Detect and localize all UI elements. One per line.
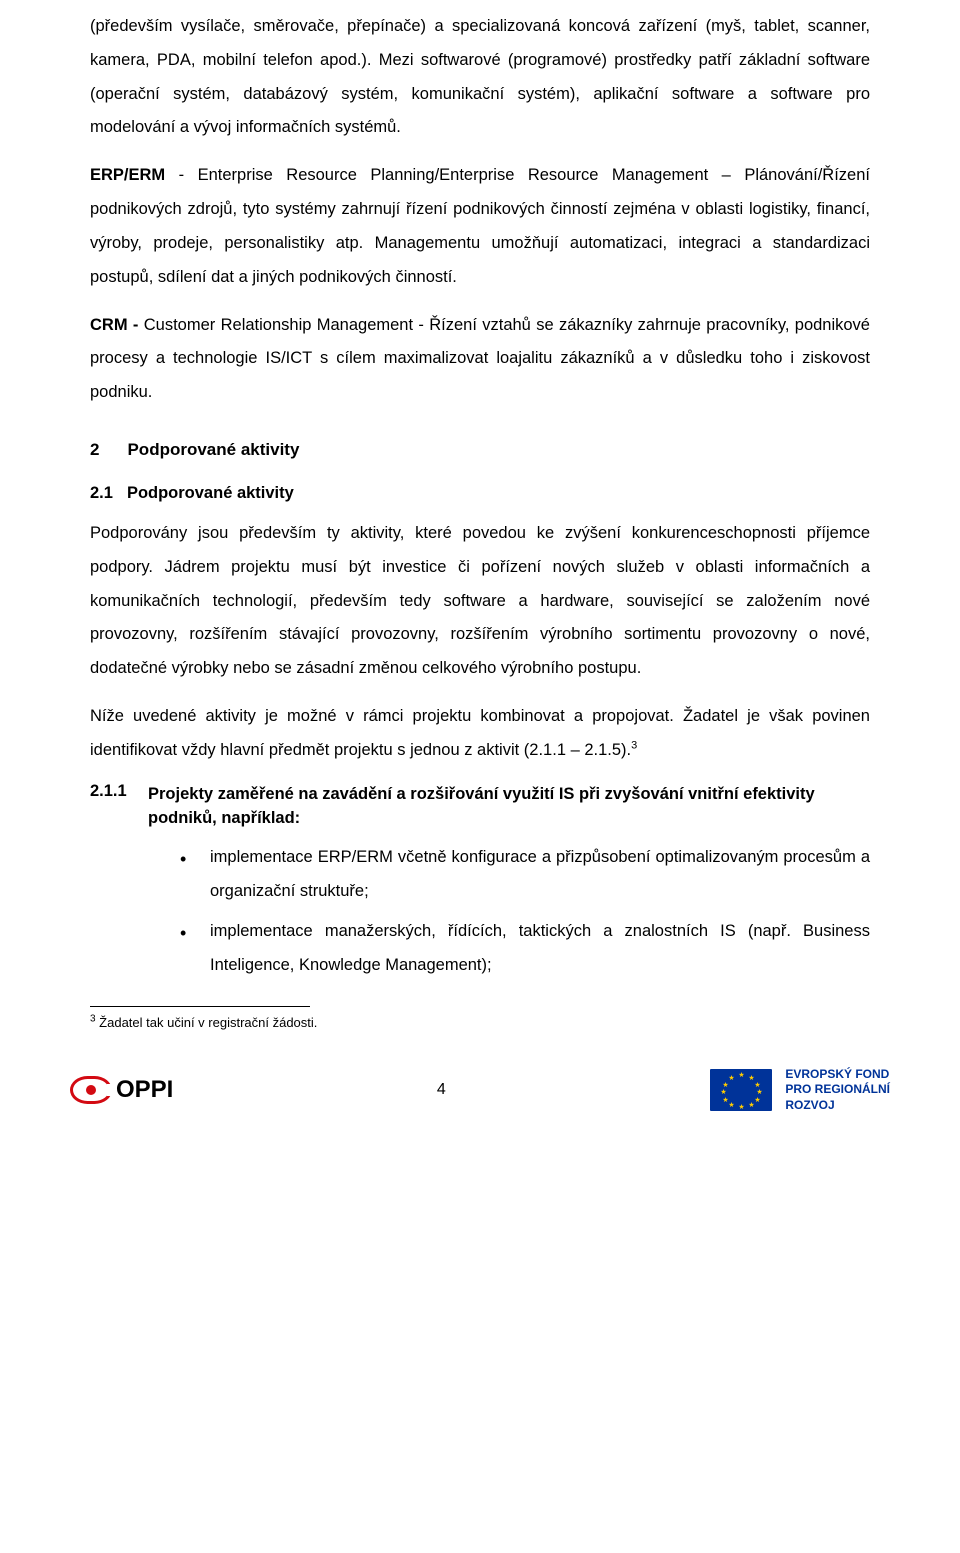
- heading-2-1-title: Podporované aktivity: [127, 484, 294, 503]
- footnote-ref-3: 3: [631, 739, 637, 751]
- eu-flag-icon: ★ ★ ★ ★ ★ ★ ★ ★ ★ ★ ★ ★: [709, 1068, 773, 1112]
- paragraph-support: Podporovány jsou především ty aktivity, …: [90, 517, 870, 686]
- note-text: Níže uvedené aktivity je možné v rámci p…: [90, 707, 870, 759]
- page-number: 4: [437, 1081, 446, 1099]
- heading-2-1-1-number: 2.1.1: [90, 782, 134, 801]
- eu-line-3: ROZVOJ: [785, 1098, 890, 1114]
- crm-text: Customer Relationship Management - Řízen…: [90, 316, 870, 402]
- footnote-3: 3 Žadatel tak učiní v registrační žádost…: [90, 1013, 870, 1033]
- eu-fund-text: EVROPSKÝ FOND PRO REGIONÁLNÍ ROZVOJ: [785, 1067, 890, 1114]
- footnote-text: Žadatel tak učiní v registrační žádosti.: [96, 1015, 318, 1030]
- erp-text: - Enterprise Resource Planning/Enterpris…: [90, 166, 870, 285]
- heading-2: 2 Podporované aktivity: [90, 440, 870, 460]
- heading-2-number: 2: [90, 440, 99, 460]
- paragraph-activities-note: Níže uvedené aktivity je možné v rámci p…: [90, 700, 870, 768]
- page-content: (především vysílače, směrovače, přepínač…: [0, 0, 960, 1057]
- bullet-item-2: implementace manažerských, řídících, tak…: [210, 915, 870, 983]
- oppi-eye-icon: [70, 1076, 112, 1104]
- heading-2-1-1: 2.1.1 Projekty zaměřené na zavádění a ro…: [90, 782, 870, 832]
- eu-fund-block: ★ ★ ★ ★ ★ ★ ★ ★ ★ ★ ★ ★ EVROPSKÝ FOND PR…: [709, 1067, 890, 1114]
- oppi-logo: OPPI: [70, 1076, 173, 1104]
- bullet-list: implementace ERP/ERM včetně konfigurace …: [90, 841, 870, 982]
- paragraph-intro: (především vysílače, směrovače, přepínač…: [90, 10, 870, 145]
- heading-2-title: Podporované aktivity: [127, 440, 299, 460]
- page-footer: OPPI 4 ★ ★ ★ ★ ★ ★ ★ ★ ★ ★ ★ ★ EVROPSKÝ …: [0, 1057, 960, 1126]
- oppi-logo-text: OPPI: [116, 1076, 173, 1104]
- heading-2-1-number: 2.1: [90, 484, 113, 503]
- heading-2-1: 2.1 Podporované aktivity: [90, 484, 870, 503]
- footnote-separator: [90, 1006, 310, 1007]
- eu-line-1: EVROPSKÝ FOND: [785, 1067, 890, 1083]
- bullet-item-1: implementace ERP/ERM včetně konfigurace …: [210, 841, 870, 909]
- heading-2-1-1-title: Projekty zaměřené na zavádění a rozšiřov…: [148, 782, 870, 832]
- crm-label: CRM -: [90, 316, 144, 334]
- paragraph-erp: ERP/ERM - Enterprise Resource Planning/E…: [90, 159, 870, 294]
- paragraph-crm: CRM - Customer Relationship Management -…: [90, 309, 870, 410]
- erp-label: ERP/ERM: [90, 166, 165, 184]
- eu-line-2: PRO REGIONÁLNÍ: [785, 1082, 890, 1098]
